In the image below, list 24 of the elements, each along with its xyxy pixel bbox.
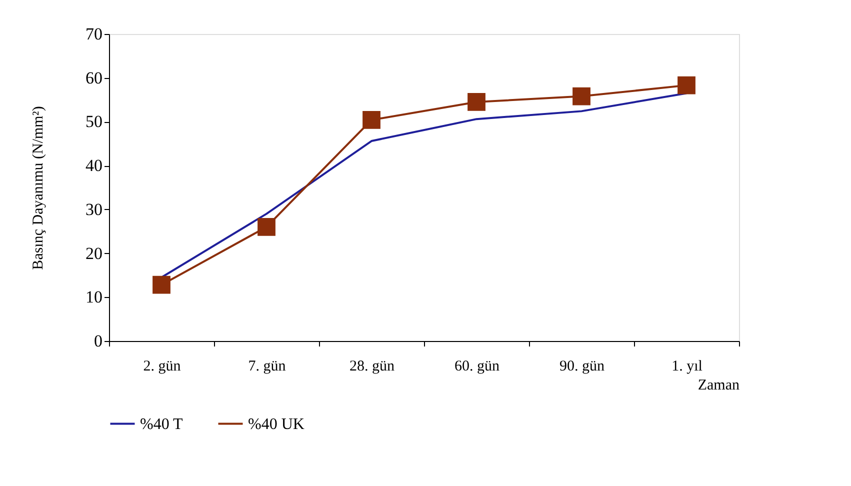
x-tick-label: 2. gün — [143, 358, 182, 374]
y-tick-label: 70 — [86, 24, 102, 44]
point — [468, 93, 486, 111]
point — [572, 87, 590, 106]
y-tick-label: 30 — [86, 200, 102, 219]
y-tick-label: 60 — [86, 68, 102, 88]
y-tick-label: 0 — [94, 332, 102, 350]
y-axis-title: Basınç Dayanımu (N/mm²) — [30, 106, 46, 270]
x-tick-label: 28. gün — [350, 358, 395, 374]
point — [152, 276, 170, 294]
legend-label: %40 UK — [248, 416, 305, 433]
point — [678, 76, 696, 94]
y-tick-label: 50 — [86, 112, 102, 132]
y-tick-label: 40 — [86, 156, 102, 176]
x-tick-label: 90. gün — [560, 358, 605, 374]
point — [362, 111, 380, 129]
point — [258, 218, 276, 236]
legend-label: %40 T — [140, 416, 184, 433]
x-axis-title: Zaman — [698, 378, 740, 394]
x-tick-label: 7. gün — [248, 358, 286, 374]
x-tick-label: 60. gün — [454, 358, 500, 374]
y-tick-label: 10 — [86, 288, 102, 307]
y-tick-label: 20 — [86, 244, 102, 263]
x-tick-label: 1. yıl — [672, 358, 702, 374]
